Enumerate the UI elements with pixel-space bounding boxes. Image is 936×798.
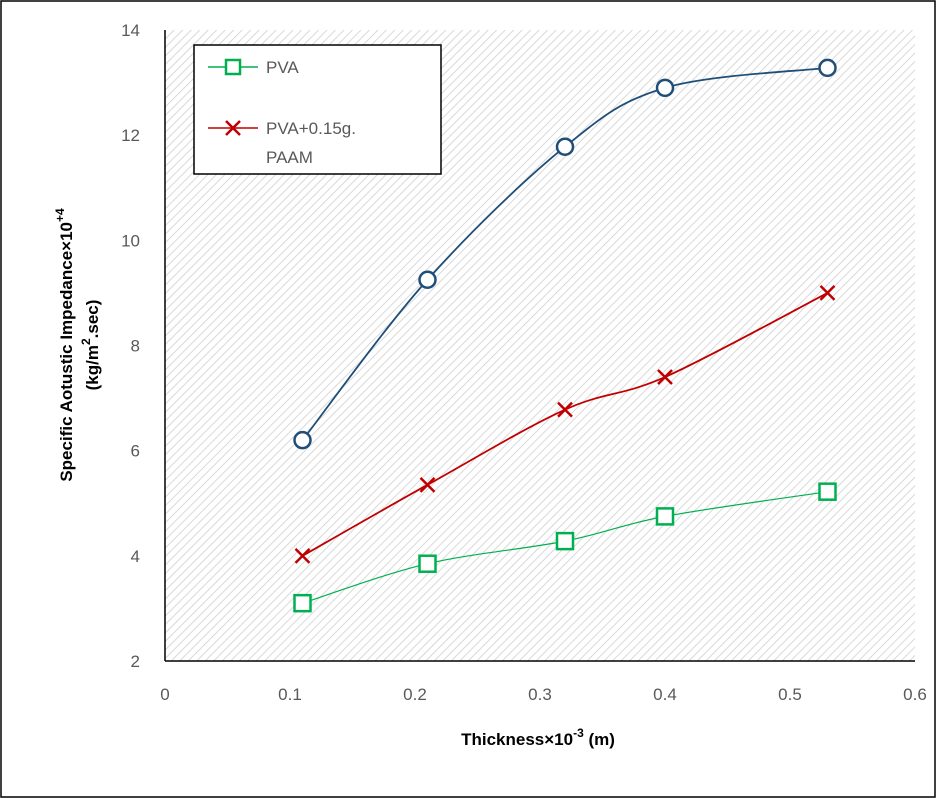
x-tick-label: 0.6 [903, 685, 927, 704]
y-tick-label: 4 [131, 547, 140, 566]
y-tick-label: 6 [131, 442, 140, 461]
x-axis-title: Thickness×10-3 (m) [461, 726, 615, 749]
x-tick-label: 0 [160, 685, 169, 704]
y-tick-label: 2 [131, 652, 140, 671]
data-point-x [819, 285, 836, 301]
x-tick-label: 0.4 [653, 685, 677, 704]
y-axis-title-line2-sup: 2 [79, 338, 93, 345]
x-tick-label: 0.1 [278, 685, 302, 704]
data-point-square [655, 507, 675, 526]
data-point-circle [293, 430, 312, 450]
x-axis-title-unit: (m) [584, 730, 615, 749]
data-point-x [419, 476, 436, 493]
data-point-square [818, 482, 837, 501]
y-axis-title-line2-post: .sec) [83, 300, 102, 339]
x-tick-label: 0.3 [528, 685, 552, 704]
data-point-x [557, 401, 573, 418]
legend-paam-marker [225, 120, 241, 136]
y-tick-label: 10 [121, 231, 140, 250]
legend: PVA PVA+0.15g. PAAM [193, 44, 442, 175]
x-axis-title-sup: -3 [573, 726, 584, 740]
legend-paam-label-line1: PVA+0.15g. [266, 119, 356, 138]
data-point-circle [818, 58, 837, 78]
y-tick-labels: 2 4 6 8 10 12 14 [121, 21, 140, 671]
x-tick-labels: 0 0.1 0.2 0.3 0.4 0.5 0.6 [160, 685, 927, 704]
y-axis-title-line1-main: Specific Aotustic Impedance×10 [57, 222, 76, 482]
legend-pva-label: PVA [266, 58, 299, 77]
y-tick-label: 14 [121, 21, 140, 40]
data-point-x [657, 369, 673, 385]
y-tick-label: 12 [121, 126, 140, 145]
series-line-circle [301, 66, 828, 441]
x-tick-label: 0.2 [403, 685, 427, 704]
y-tick-label: 8 [131, 337, 140, 356]
data-point-circle [418, 270, 437, 290]
x-axis-title-main: Thickness×10 [461, 730, 573, 749]
data-point-square [418, 554, 437, 573]
data-point-square [555, 531, 575, 551]
y-axis-title-line1: Specific Aotustic Impedance×10+4 [53, 208, 76, 482]
series-layer [293, 58, 837, 613]
y-axis-title-line1-sup: +4 [53, 208, 67, 222]
data-point-x [294, 547, 311, 564]
y-axis-title-line2-pre: (kg/m [83, 345, 102, 390]
data-point-square [293, 593, 312, 613]
legend-paam-label-line2: PAAM [266, 148, 313, 167]
x-tick-label: 0.5 [778, 685, 802, 704]
data-point-circle [655, 78, 675, 98]
legend-pva-marker [224, 58, 242, 76]
data-point-circle [555, 137, 575, 156]
y-axis-title-line2: (kg/m2.sec) [79, 300, 102, 391]
